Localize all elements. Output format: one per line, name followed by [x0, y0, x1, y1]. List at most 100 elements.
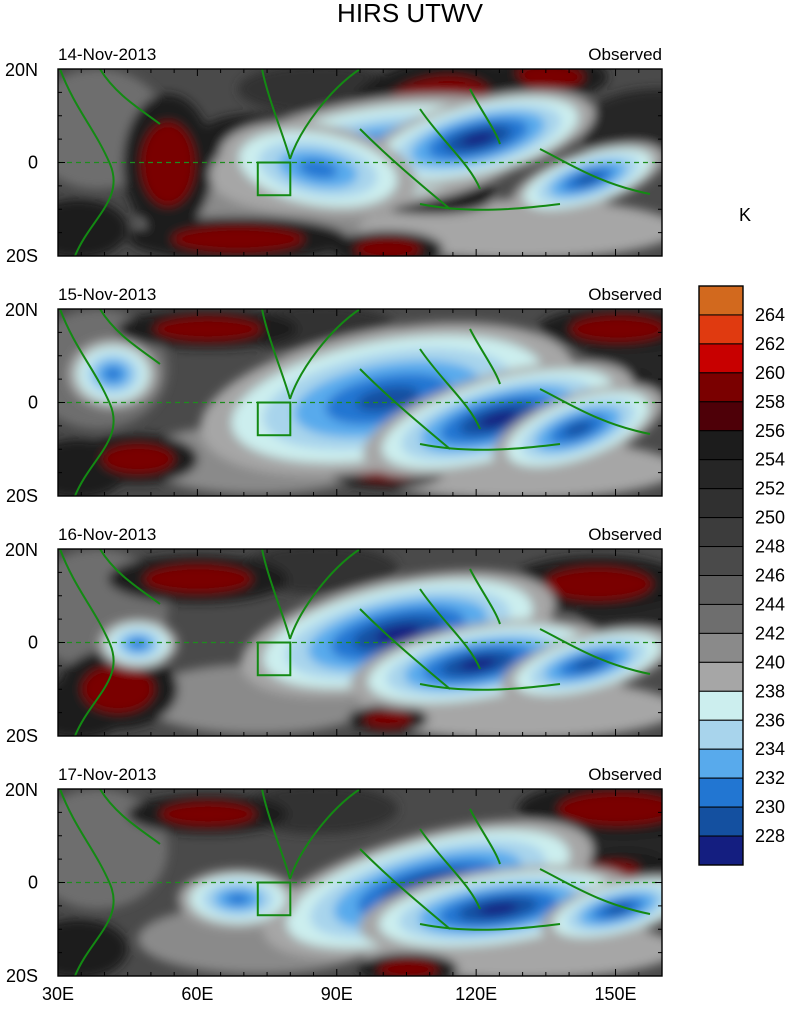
colorbar-swatch	[698, 546, 744, 576]
coastline	[99, 789, 161, 845]
coastline	[59, 549, 115, 736]
moist-contour	[104, 367, 122, 381]
coastline	[289, 309, 361, 400]
colorbar-label: 244	[755, 594, 785, 614]
y-tick-label: 20S	[6, 966, 38, 986]
panel-date: 15-Nov-2013	[58, 285, 156, 304]
coastline	[469, 808, 501, 865]
dry-core	[364, 710, 412, 728]
coastline	[539, 868, 651, 915]
colorbar-swatch	[698, 719, 744, 750]
x-tick-label: 150E	[595, 984, 637, 1004]
colorbar-label: 240	[755, 652, 785, 672]
colorbar-swatch	[698, 806, 744, 837]
colorbar-label: 232	[755, 768, 785, 788]
coastline	[99, 549, 161, 605]
moist-contour	[563, 421, 593, 437]
study-region-box	[256, 161, 292, 197]
coastline	[59, 69, 115, 256]
coastline	[469, 328, 501, 385]
panel-label: Observed	[588, 45, 662, 64]
colorbar-label: 252	[755, 479, 785, 499]
dry-core	[558, 792, 662, 826]
coastline	[99, 69, 161, 125]
moist-contour	[573, 657, 603, 671]
dry-core	[378, 959, 438, 976]
panel-date: 17-Nov-2013	[58, 765, 156, 784]
moist-contour	[226, 893, 250, 905]
colorbar-swatch	[698, 661, 744, 692]
coastline	[419, 443, 561, 451]
dry-core	[82, 665, 154, 713]
field-panel-1	[58, 69, 662, 256]
coastline	[419, 348, 481, 430]
contour-patch	[58, 199, 128, 256]
colorbar-swatch	[698, 314, 744, 345]
colorbar-label: 248	[755, 537, 785, 557]
y-tick-label: 20S	[6, 486, 38, 506]
panel-date: 16-Nov-2013	[58, 525, 156, 544]
coastline	[359, 128, 451, 210]
panel-label: Observed	[588, 285, 662, 304]
colorbar-label: 246	[755, 566, 785, 586]
colorbar-swatch	[698, 517, 744, 548]
field-panel-3	[58, 549, 662, 736]
colorbar-swatch	[698, 603, 744, 634]
y-tick-label: 0	[28, 393, 38, 413]
x-tick-label: 30E	[42, 984, 74, 1004]
coastline	[59, 309, 115, 496]
colorbar-label: 250	[755, 508, 785, 528]
coastlines	[59, 309, 651, 496]
coastline	[359, 848, 451, 930]
coastline	[469, 568, 501, 625]
coastline	[289, 789, 361, 880]
x-tick-label: 90E	[321, 984, 353, 1004]
coastline	[539, 628, 651, 675]
coastline	[289, 549, 361, 640]
colorbar-label: 258	[755, 392, 785, 412]
dry-core	[144, 564, 252, 594]
coastline	[419, 923, 561, 931]
coastline	[261, 309, 291, 400]
moist-contour	[605, 903, 631, 915]
colorbar-label: 256	[755, 421, 785, 441]
units-label: K	[739, 205, 751, 225]
panel-label: Observed	[588, 525, 662, 544]
colorbar-label: 238	[755, 681, 785, 701]
moist-contour	[478, 902, 518, 916]
study-region-box	[256, 881, 292, 917]
panel-3: 20N 0 20S 16-Nov-2013 Observed	[5, 525, 663, 746]
x-axis: 30E 60E 90E 120E 150E	[42, 984, 637, 1004]
study-region-box	[256, 401, 292, 437]
colorbar-label: 254	[755, 450, 785, 470]
moist-contour	[375, 624, 421, 644]
colorbar-label: 242	[755, 623, 785, 643]
coastline	[419, 683, 561, 691]
dry-core	[172, 225, 304, 253]
dry-core	[102, 444, 174, 474]
y-tick-label: 0	[28, 153, 38, 173]
coastline	[359, 368, 451, 450]
coastline	[419, 828, 481, 910]
colorbar-swatch	[698, 343, 744, 374]
panel-date: 14-Nov-2013	[58, 45, 156, 64]
moist-contour	[478, 410, 518, 428]
colorbar-swatch	[698, 575, 744, 605]
colorbar-swatch	[698, 285, 744, 316]
panel-2: 20N 0 20S 15-Nov-2013 Observed	[5, 285, 663, 506]
coastline	[539, 148, 651, 195]
colorbar-label: 236	[755, 710, 785, 730]
colorbar-swatch	[698, 401, 744, 432]
dry-core	[141, 122, 195, 206]
colorbar: 264 262 260 258 256 254 252 250 248 246 244 242 240 2…	[698, 285, 785, 866]
dry-core	[355, 238, 421, 256]
moist-contour	[356, 386, 420, 412]
colorbar-label: 264	[755, 305, 785, 325]
field-panel-4	[58, 789, 662, 976]
colorbar-swatch	[698, 748, 744, 779]
coastline	[261, 549, 291, 640]
moist-contour	[298, 159, 338, 179]
panel-label: Observed	[588, 765, 662, 784]
colorbar-swatch	[698, 777, 744, 808]
